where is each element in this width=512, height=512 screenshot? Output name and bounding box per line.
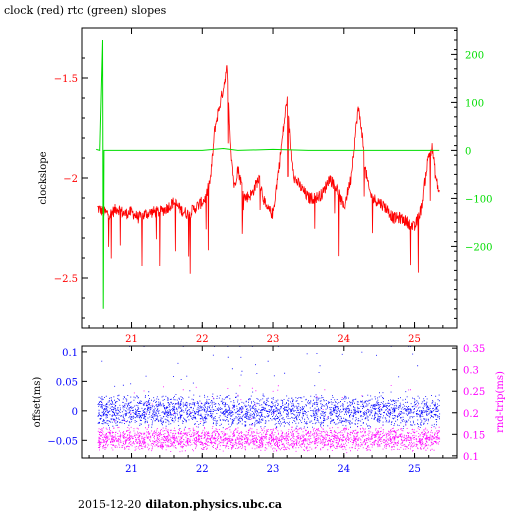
top-y2-tick-label: 100 — [465, 98, 484, 109]
bottom-x-tick-label: 22 — [196, 464, 209, 475]
top-y-tick-label: −1.5 — [54, 74, 78, 85]
top-y-tick-label: −2.5 — [54, 274, 78, 285]
top-y-tick-label: −2 — [63, 174, 78, 185]
top-x-tick-label: 24 — [337, 334, 350, 345]
bottom-x-tick-label: 24 — [337, 464, 350, 475]
top-y2-tick-label: −200 — [465, 242, 492, 253]
top-y2-tick-label: 0 — [465, 146, 471, 157]
bottom-y-tick-label: 0.05 — [56, 377, 78, 388]
bottom-x-tick-label: 23 — [267, 464, 280, 475]
top-y2-tick-label: −100 — [465, 194, 492, 205]
top-y-axis-label: clockslope — [38, 151, 49, 204]
bottom-y-tick-label: 0.1 — [62, 348, 78, 359]
bottom-y2-axis-label: rnd-trip(ms) — [495, 371, 506, 433]
top-plot-frame — [81, 27, 458, 329]
bottom-y-tick-label: 0 — [72, 407, 78, 418]
bottom-y2-tick-label: 0.3 — [463, 366, 479, 377]
footer: 2015-12-20 dilaton.physics.ubc.ca — [78, 498, 282, 511]
bottom-y2-tick-label: 0.35 — [463, 344, 485, 355]
bottom-y-axis-label: offset(ms) — [32, 377, 43, 428]
series-clock — [97, 65, 440, 274]
page-title: clock (red) rtc (green) slopes — [4, 4, 167, 17]
footer-date: 2015-12-20 — [78, 498, 142, 511]
bottom-y2-tick-label: 0.2 — [463, 409, 479, 420]
series-offset — [97, 346, 441, 429]
top-x-tick-label: 21 — [125, 334, 138, 345]
top-panel: 21 22 23 24 25 −2.5 −2 −1.5 −200 −100 0 100 200 clock… — [38, 27, 492, 345]
top-x-tick-label: 22 — [196, 334, 209, 345]
footer-host: dilaton.physics.ubc.ca — [145, 498, 283, 511]
bottom-panel: 21 22 23 24 25 −0.05 0 0.05 0.1 0.1 0.15 0.2 0.25 0.3… — [32, 344, 506, 475]
bottom-y2-tick-label: 0.25 — [463, 387, 485, 398]
top-y2-tick-label: 200 — [465, 50, 484, 61]
bottom-plot-frame — [81, 345, 458, 459]
bottom-y2-tick-label: 0.15 — [463, 430, 485, 441]
top-x-tick-label: 23 — [267, 334, 280, 345]
top-x-tick-label: 25 — [408, 334, 421, 345]
series-rnd-trip — [97, 385, 441, 454]
bottom-x-tick-label: 21 — [125, 464, 138, 475]
bottom-y-tick-label: −0.05 — [47, 436, 78, 447]
bottom-x-tick-label: 25 — [408, 464, 421, 475]
bottom-y2-tick-label: 0.1 — [463, 452, 479, 463]
series-rtc — [96, 39, 440, 309]
